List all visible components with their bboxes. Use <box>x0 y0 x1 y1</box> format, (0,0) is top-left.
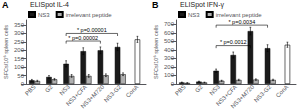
svg-text:100: 100 <box>164 72 175 78</box>
svg-text:700: 700 <box>164 21 175 27</box>
svg-text:NS3: NS3 <box>188 12 200 18</box>
svg-text:600: 600 <box>164 30 175 36</box>
svg-text:PBS: PBS <box>24 84 37 97</box>
svg-text:500: 500 <box>164 38 175 44</box>
svg-text:ELISpot IL-4: ELISpot IL-4 <box>30 1 69 9</box>
svg-text:NS3+M720: NS3+M720 <box>230 83 256 109</box>
svg-text:0: 0 <box>171 81 175 87</box>
svg-text:* p=0.0034: * p=0.0034 <box>228 19 255 25</box>
svg-text:PBS: PBS <box>174 84 187 97</box>
svg-text:NS3+CFA: NS3+CFA <box>64 83 89 108</box>
svg-text:NS3+CFA: NS3+CFA <box>214 83 239 108</box>
svg-text:* p=0.00002: * p=0.00002 <box>68 35 98 41</box>
svg-text:300: 300 <box>14 30 25 36</box>
svg-text:SFCs/10⁶ spleen cells: SFCs/10⁶ spleen cells <box>153 25 159 79</box>
svg-text:150: 150 <box>14 56 25 62</box>
svg-text:ConA: ConA <box>125 84 140 99</box>
svg-text:NS3+M720: NS3+M720 <box>80 83 106 109</box>
svg-text:50: 50 <box>17 73 24 79</box>
svg-text:200: 200 <box>14 47 25 53</box>
svg-text:SFCs/10⁶ spleen cells: SFCs/10⁶ spleen cells <box>3 25 9 79</box>
svg-text:300: 300 <box>164 55 175 61</box>
svg-text:irrelevant peptide: irrelevant peptide <box>66 12 113 18</box>
svg-text:350: 350 <box>14 22 25 28</box>
svg-text:A: A <box>2 0 9 10</box>
svg-text:* p=0.0012: * p=0.0012 <box>220 39 247 45</box>
svg-text:NS3-G2: NS3-G2 <box>253 83 273 103</box>
svg-text:G2: G2 <box>44 83 54 93</box>
svg-text:G2: G2 <box>194 83 204 93</box>
svg-text:NS3: NS3 <box>38 12 50 18</box>
svg-text:NS3: NS3 <box>58 83 71 96</box>
svg-text:200: 200 <box>164 64 175 70</box>
svg-text:400: 400 <box>164 47 175 53</box>
svg-text:* p=0.00001: * p=0.00001 <box>77 27 107 33</box>
svg-text:250: 250 <box>14 39 25 45</box>
svg-text:100: 100 <box>14 64 25 70</box>
svg-text:irrelevant peptide: irrelevant peptide <box>216 12 263 18</box>
svg-text:0: 0 <box>21 81 25 87</box>
svg-text:NS3: NS3 <box>208 83 221 96</box>
svg-text:ELISpot IFN-γ: ELISpot IFN-γ <box>180 1 224 9</box>
svg-text:B: B <box>152 0 159 10</box>
svg-text:NS3-G2: NS3-G2 <box>103 83 123 103</box>
svg-text:ConA: ConA <box>275 84 290 99</box>
